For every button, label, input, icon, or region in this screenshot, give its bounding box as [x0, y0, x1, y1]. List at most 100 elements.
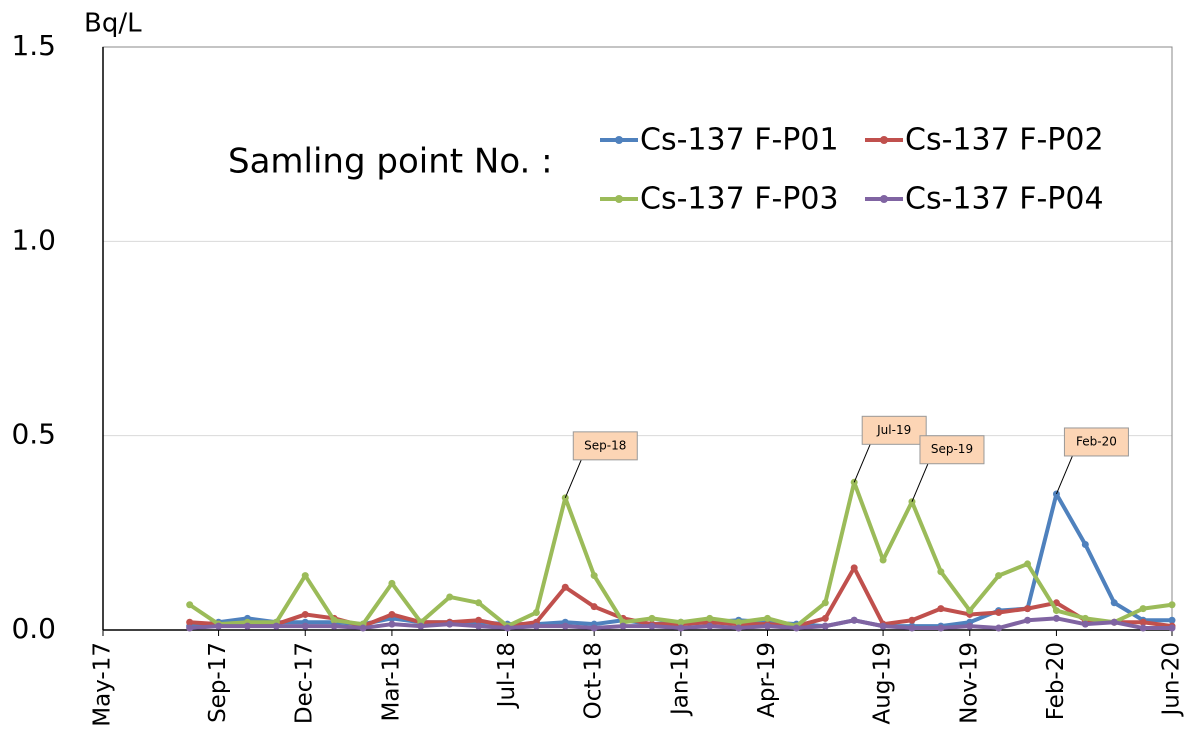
- point: [879, 622, 887, 630]
- legend-marker: [615, 195, 623, 203]
- point: [908, 616, 916, 624]
- x-tick-label: May-17: [90, 642, 116, 727]
- point: [937, 605, 945, 613]
- point: [995, 624, 1003, 632]
- point: [1168, 624, 1176, 632]
- point: [359, 624, 367, 632]
- legend-label: Cs-137 F-P02: [905, 123, 1104, 158]
- point: [677, 618, 685, 626]
- point: [532, 609, 540, 617]
- annotation-box: [572, 431, 638, 461]
- point: [243, 622, 251, 630]
- point: [475, 616, 483, 624]
- point: [937, 568, 945, 576]
- annotation-label: Feb-20: [1076, 434, 1117, 448]
- legend-title: Samling point No. :: [228, 142, 553, 182]
- annotation-box: [919, 435, 985, 465]
- y-tick-label: 1.0: [11, 223, 56, 256]
- point: [908, 624, 916, 632]
- point: [706, 622, 714, 630]
- x-tick-label: Sep-17: [205, 642, 231, 723]
- point: [215, 622, 223, 630]
- point: [677, 624, 685, 632]
- point: [850, 564, 858, 572]
- annotation-label: Sep-19: [931, 442, 973, 456]
- point: [764, 614, 772, 622]
- point: [764, 622, 772, 630]
- x-tick-label: Jul-18: [494, 642, 520, 709]
- annotation-box: [861, 415, 927, 445]
- point: [417, 622, 425, 630]
- point: [995, 609, 1003, 617]
- legend-label: Cs-137 F-P03: [640, 182, 839, 217]
- point: [475, 599, 483, 607]
- x-tick-label: Aug-19: [870, 642, 896, 724]
- x-tick-label: Nov-19: [956, 642, 982, 724]
- annotation-leader: [1055, 455, 1073, 495]
- point: [735, 624, 743, 632]
- point: [879, 556, 887, 564]
- point: [1110, 599, 1118, 607]
- point: [561, 583, 569, 591]
- annotation-leader: [853, 444, 871, 483]
- x-tick-label: Jan-19: [667, 642, 693, 717]
- legend-marker: [615, 136, 623, 144]
- point: [735, 618, 743, 626]
- point: [995, 572, 1003, 580]
- annotation-label: Sep-18: [584, 438, 626, 452]
- x-tick-label: Apr-19: [754, 642, 780, 718]
- legend-marker: [880, 195, 888, 203]
- point: [186, 624, 194, 632]
- point: [1081, 620, 1089, 628]
- point: [590, 624, 598, 632]
- point: [1168, 601, 1176, 609]
- point: [446, 593, 454, 601]
- point: [1139, 605, 1147, 613]
- y-tick-label: 0.0: [11, 612, 56, 645]
- point: [1110, 618, 1118, 626]
- point: [330, 616, 338, 624]
- legend-label: Cs-137 F-P04: [905, 182, 1104, 217]
- point: [1081, 540, 1089, 548]
- point: [648, 614, 656, 622]
- point: [850, 616, 858, 624]
- point: [1052, 614, 1060, 622]
- point: [590, 603, 598, 611]
- point: [966, 607, 974, 615]
- point: [301, 572, 309, 580]
- point: [1139, 618, 1147, 626]
- point: [446, 620, 454, 628]
- point: [1052, 607, 1060, 615]
- point: [1024, 616, 1032, 624]
- x-tick-label: Feb-20: [1043, 642, 1069, 720]
- series-line: [188, 480, 1173, 629]
- legend-marker: [880, 136, 888, 144]
- x-tick-label: Dec-17: [292, 642, 318, 724]
- annotation-box: [1063, 427, 1129, 457]
- annotation-leader: [911, 463, 929, 502]
- point: [503, 624, 511, 632]
- point: [792, 624, 800, 632]
- annotation-label: Jul-19: [876, 423, 911, 437]
- point: [821, 599, 829, 607]
- point: [821, 614, 829, 622]
- point: [1168, 616, 1176, 624]
- annotation-leader: [564, 459, 582, 499]
- y-axis-label: Bq/L: [84, 9, 142, 39]
- point: [966, 622, 974, 630]
- y-tick-label: 0.5: [11, 418, 56, 451]
- point: [388, 620, 396, 628]
- point: [1081, 614, 1089, 622]
- point: [330, 622, 338, 630]
- point: [706, 614, 714, 622]
- legend-label: Cs-137 F-P01: [640, 123, 839, 158]
- point: [937, 624, 945, 632]
- point: [1139, 624, 1147, 632]
- point: [301, 622, 309, 630]
- point: [186, 601, 194, 609]
- x-tick-label: Mar-18: [378, 642, 404, 722]
- point: [1024, 605, 1032, 613]
- point: [388, 610, 396, 618]
- series-line: [189, 491, 1172, 629]
